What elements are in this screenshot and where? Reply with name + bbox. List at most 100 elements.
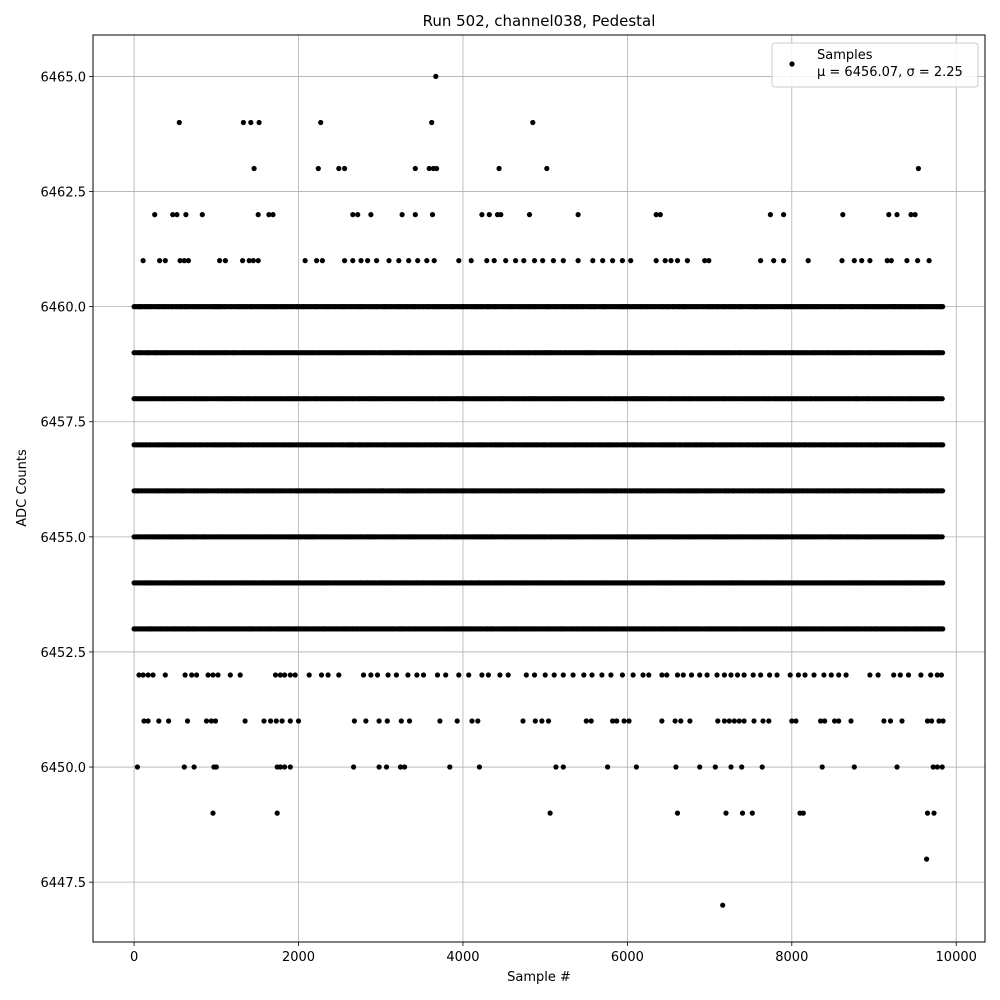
data-point — [237, 672, 243, 678]
data-point — [657, 212, 663, 218]
data-point — [934, 672, 940, 678]
data-point — [544, 165, 550, 172]
data-point — [926, 258, 932, 264]
data-point — [405, 672, 411, 678]
legend-stats-label: μ = 6456.07, σ = 2.25 — [817, 65, 963, 80]
data-point — [940, 442, 946, 448]
data-point — [867, 672, 873, 678]
data-point — [287, 672, 293, 678]
data-point — [479, 212, 485, 218]
x-tick-label: 2000 — [282, 950, 315, 965]
data-point — [714, 672, 720, 678]
data-point — [521, 258, 527, 264]
data-point — [570, 672, 576, 678]
data-point — [894, 212, 900, 218]
data-point — [287, 764, 293, 770]
data-point — [706, 258, 712, 264]
data-point — [741, 718, 747, 724]
data-point — [884, 258, 890, 264]
data-point — [246, 258, 252, 264]
data-point — [396, 258, 402, 264]
data-point — [429, 119, 435, 126]
data-point — [720, 902, 726, 908]
data-point — [141, 718, 147, 724]
data-point — [431, 258, 437, 264]
data-point — [287, 718, 293, 724]
data-point — [176, 119, 182, 126]
data-point — [600, 258, 606, 264]
data-point — [886, 212, 892, 218]
data-point — [184, 718, 191, 724]
data-point — [721, 672, 728, 678]
data-point — [385, 672, 391, 678]
data-point — [350, 212, 356, 218]
data-point — [270, 212, 276, 218]
data-point — [152, 212, 158, 218]
data-point — [513, 258, 519, 264]
data-point — [843, 672, 849, 678]
data-point — [376, 718, 382, 724]
data-point — [162, 258, 168, 264]
data-point — [530, 119, 536, 126]
data-point — [918, 672, 924, 678]
y-tick-label: 6460.0 — [41, 301, 87, 316]
data-point — [256, 119, 262, 126]
data-point — [318, 672, 325, 678]
data-point — [781, 258, 787, 264]
data-point — [760, 718, 766, 724]
data-point — [726, 718, 732, 724]
data-point — [443, 672, 449, 678]
data-point — [191, 764, 197, 770]
data-point — [581, 672, 587, 678]
data-point — [412, 212, 418, 218]
data-point — [678, 718, 684, 724]
data-point — [520, 718, 526, 724]
data-point — [498, 212, 504, 218]
data-point — [292, 672, 298, 678]
data-point — [397, 764, 404, 770]
data-point — [547, 810, 553, 816]
data-point — [739, 810, 746, 816]
data-point — [934, 764, 940, 770]
data-point — [662, 258, 668, 264]
y-tick-label: 6455.0 — [41, 531, 87, 546]
data-point — [550, 258, 557, 264]
data-point — [336, 672, 342, 678]
data-point — [605, 764, 611, 770]
data-point — [302, 258, 308, 264]
data-point — [795, 672, 802, 678]
data-point — [251, 165, 257, 172]
data-point — [406, 718, 413, 724]
data-point — [277, 764, 283, 770]
data-point — [551, 672, 557, 678]
data-point — [653, 258, 659, 264]
plot-frame — [92, 34, 986, 943]
y-tick-label: 6450.0 — [41, 761, 87, 776]
data-point — [414, 672, 420, 678]
data-point — [486, 212, 492, 218]
data-point — [406, 258, 412, 264]
data-point — [590, 258, 596, 264]
data-point — [599, 672, 605, 678]
data-point — [828, 672, 834, 678]
data-point — [668, 258, 674, 264]
data-point — [177, 258, 183, 264]
chart-title: Run 502, channel038, Pedestal — [423, 12, 656, 30]
data-point — [736, 718, 742, 724]
data-point — [839, 258, 845, 264]
data-point — [767, 672, 773, 678]
data-point — [626, 718, 632, 724]
data-point — [805, 258, 811, 264]
data-point — [614, 718, 620, 724]
data-point — [166, 718, 172, 724]
data-point — [205, 672, 211, 678]
data-point — [227, 672, 233, 678]
data-point — [894, 764, 900, 770]
data-point — [222, 258, 228, 264]
data-point — [653, 212, 659, 218]
data-point — [673, 764, 679, 770]
data-point — [640, 672, 646, 678]
data-point — [715, 718, 721, 724]
data-point — [881, 718, 887, 724]
data-point — [560, 672, 566, 678]
